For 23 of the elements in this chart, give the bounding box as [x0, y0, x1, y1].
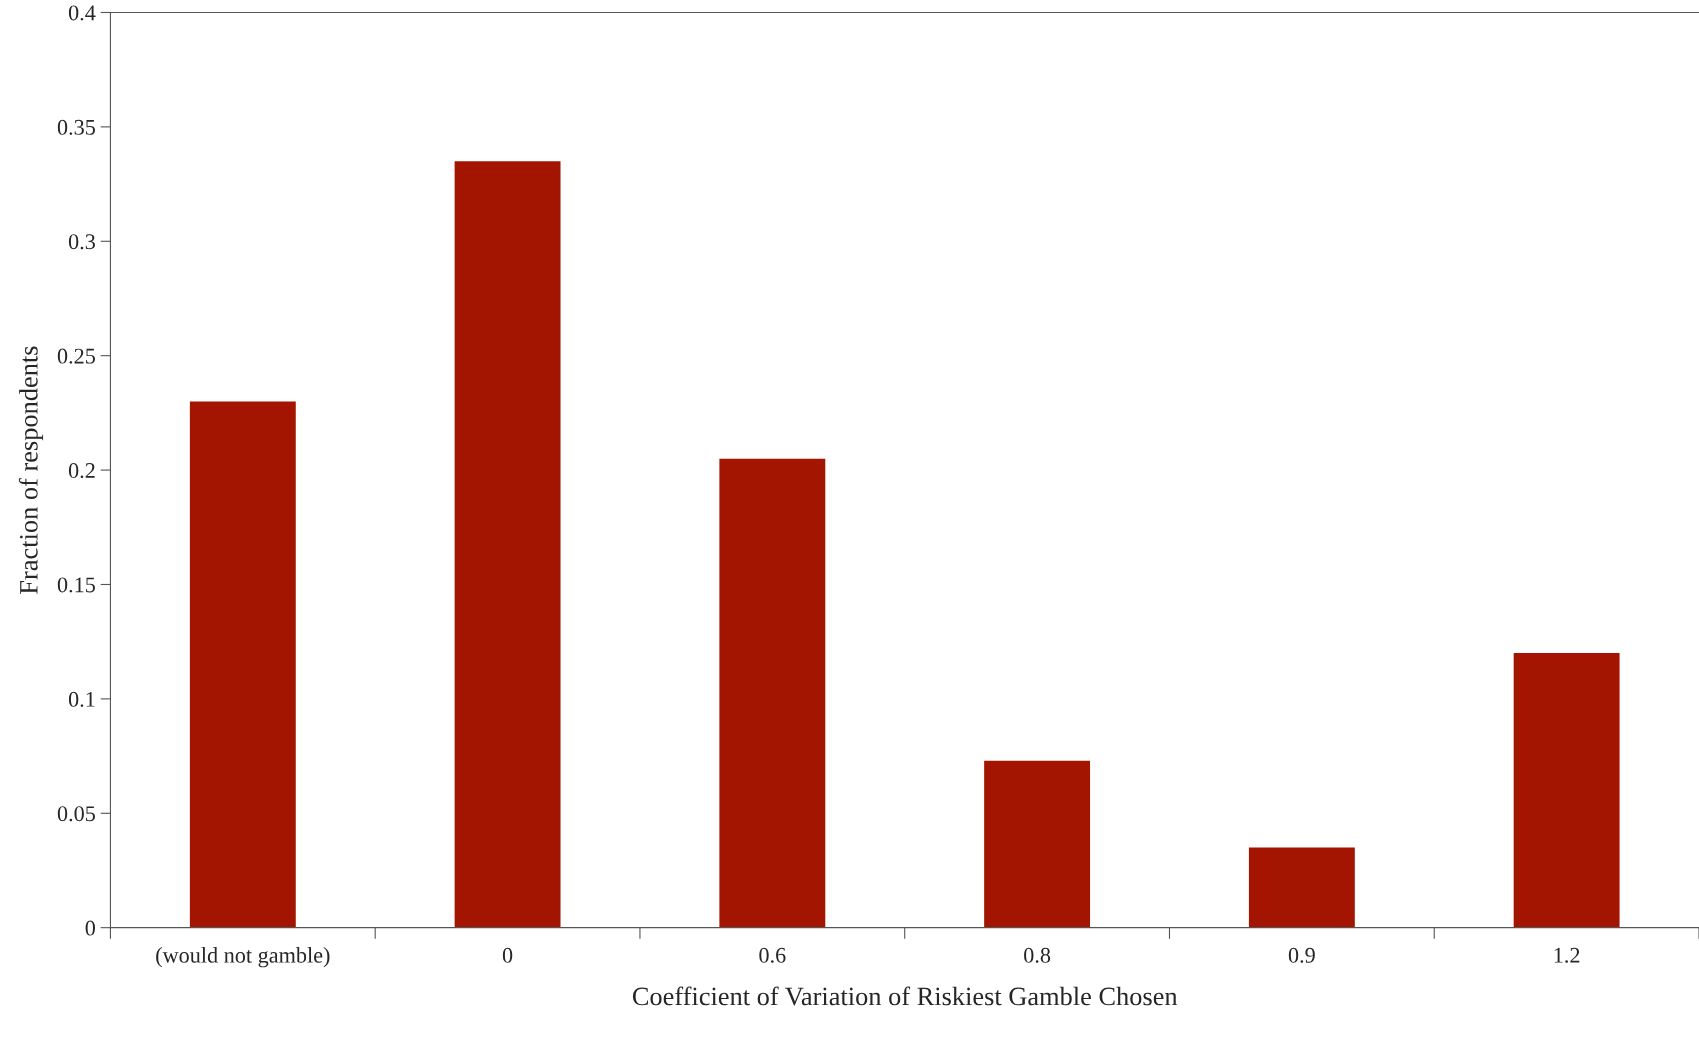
- y-tick-label: 0.3: [68, 234, 95, 250]
- y-tick-label: 0.05: [57, 806, 95, 822]
- x-tick-label: 0: [502, 947, 513, 963]
- bar: [984, 760, 1091, 928]
- y-tick-label: 0.35: [57, 119, 95, 135]
- bar: [1248, 847, 1355, 928]
- y-tick-label: 0: [85, 920, 95, 936]
- y-axis-title: Fraction of respondents: [18, 346, 44, 594]
- bar: [1513, 653, 1620, 928]
- bar: [719, 458, 826, 928]
- bar: [189, 401, 296, 928]
- y-tick-label: 0.2: [68, 463, 95, 479]
- bar: [454, 161, 561, 928]
- x-tick-label: 1.2: [1554, 947, 1580, 963]
- x-tick-label: 0.6: [759, 947, 786, 963]
- y-tick-label: 0.1: [68, 691, 95, 707]
- x-axis-title: Coefficient of Variation of Riskiest Gamble Chosen: [632, 986, 1178, 1006]
- x-tick-label: (would not gamble): [156, 947, 330, 968]
- x-tick-label: 0.9: [1288, 947, 1315, 963]
- y-tick-label: 0.15: [57, 577, 95, 593]
- x-tick-label: 0.8: [1024, 947, 1051, 963]
- y-tick-label: 0.25: [57, 348, 95, 364]
- y-tick-label: 0.4: [68, 5, 96, 21]
